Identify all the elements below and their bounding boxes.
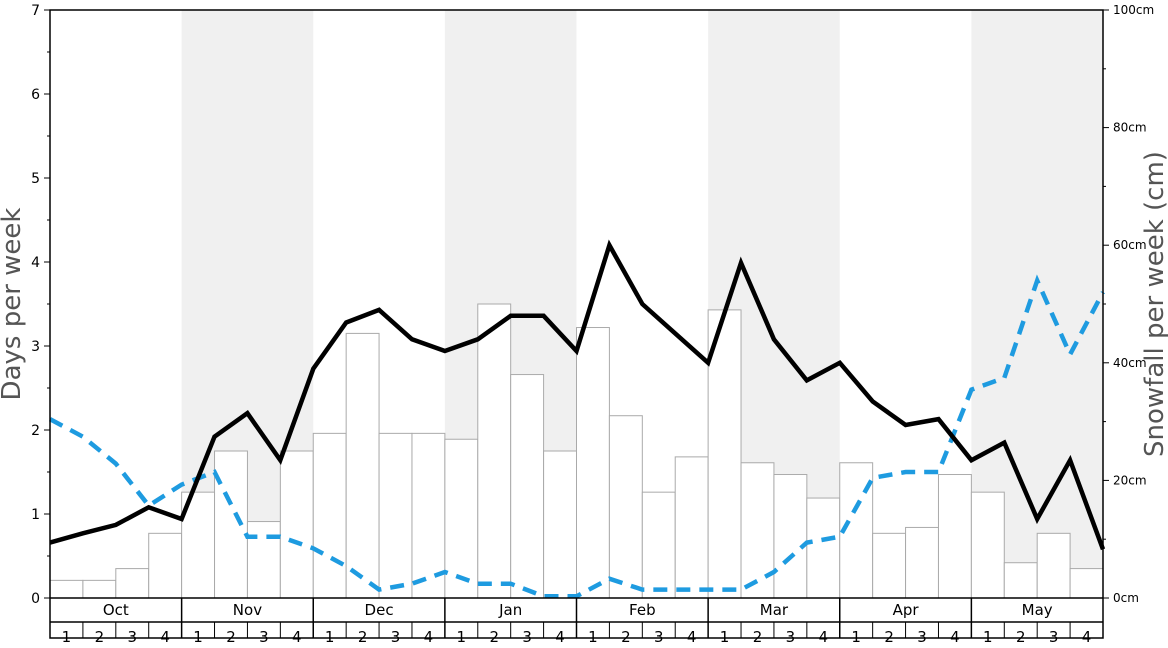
week-label: 4: [424, 628, 434, 646]
week-label: 2: [358, 628, 368, 646]
week-label: 3: [1049, 628, 1059, 646]
snowfall-bar: [312, 432, 347, 599]
week-label: 1: [983, 628, 993, 646]
month-label: Oct: [103, 601, 129, 619]
snowfall-bar: [1069, 568, 1104, 599]
month-label: Dec: [365, 601, 394, 619]
snowfall-bar: [1036, 532, 1071, 599]
snowfall-bar: [1003, 562, 1038, 599]
left-tick-label: 4: [31, 255, 40, 271]
left-tick-label: 2: [31, 423, 40, 439]
right-tick-label: 40cm: [1113, 356, 1147, 370]
left-tick-label: 0: [31, 591, 40, 607]
month-label: Nov: [233, 601, 262, 619]
snowfall-bar: [773, 474, 808, 599]
snowfall-bar: [444, 438, 479, 599]
week-label: 2: [621, 628, 631, 646]
snowfall-bar: [674, 456, 709, 599]
snowfall-bar: [82, 579, 117, 599]
week-label: 4: [687, 628, 697, 646]
week-label: 4: [950, 628, 960, 646]
week-label: 2: [489, 628, 499, 646]
month-label: Mar: [760, 601, 789, 619]
month-label: Jan: [498, 601, 522, 619]
week-label: 1: [62, 628, 72, 646]
week-label: 3: [917, 628, 927, 646]
left-tick-label: 3: [31, 339, 40, 355]
snowfall-bar: [806, 497, 841, 599]
right-tick-label: 60cm: [1113, 238, 1147, 252]
week-label: 4: [1082, 628, 1092, 646]
days-line: [49, 239, 1106, 551]
data-lines: [48, 239, 1106, 599]
snowfall-bar: [49, 579, 84, 599]
snowfall-bar: [707, 309, 742, 599]
week-label: 4: [292, 628, 302, 646]
snowfall-bar: [905, 526, 939, 599]
left-tick-label: 1: [31, 507, 40, 523]
week-label: 1: [588, 628, 598, 646]
right-tick-label: 0cm: [1113, 591, 1139, 605]
right-axis-title: Snowfall per week (cm): [1140, 151, 1168, 457]
week-label: 2: [1016, 628, 1026, 646]
snowfall-bar: [872, 532, 907, 599]
week-label: 2: [226, 628, 236, 646]
week-label: 3: [786, 628, 796, 646]
snowfall-bar: [378, 432, 413, 599]
snowfall-bar: [279, 450, 314, 599]
week-label: 1: [457, 628, 467, 646]
snowfall-bar: [115, 568, 150, 599]
week-label: 4: [555, 628, 565, 646]
right-tick-label: 20cm: [1113, 473, 1147, 487]
month-label: Feb: [629, 601, 656, 619]
snowfall-bar: [345, 332, 380, 599]
snowfall-bar: [970, 491, 1005, 599]
month-label: May: [1022, 601, 1053, 619]
week-label: 1: [851, 628, 861, 646]
week-label: 4: [160, 628, 170, 646]
snowfall-bar: [148, 532, 183, 599]
left-tick-label: 7: [31, 3, 40, 19]
left-tick-label: 6: [31, 87, 40, 103]
week-label: 3: [259, 628, 269, 646]
snow-line: [48, 274, 1105, 599]
x-axis: Oct 1 2 3 4 Nov 1 2 3 4 Dec 1 2 3 4 Jan 1 2 3 4 Feb 1 2 3 4 Mar 1 2…: [50, 597, 1103, 646]
snowfall-bar: [510, 374, 545, 599]
snowfall-bar: [477, 303, 512, 599]
snowfall-bar: [608, 415, 643, 599]
week-label: 2: [95, 628, 105, 646]
week-label: 3: [654, 628, 664, 646]
left-tick-label: 5: [31, 171, 40, 187]
snowfall-bar: [740, 462, 775, 599]
snowfall-bar: [576, 327, 610, 599]
week-label: 3: [127, 628, 137, 646]
week-label: 2: [753, 628, 763, 646]
week-label: 4: [819, 628, 829, 646]
snowfall-bar: [937, 474, 972, 599]
week-label: 1: [325, 628, 335, 646]
snowfall-bar: [641, 491, 676, 599]
week-label: 2: [884, 628, 894, 646]
week-label: 1: [720, 628, 730, 646]
week-label: 3: [522, 628, 532, 646]
right-tick-label: 100cm: [1113, 3, 1154, 17]
snowfall-bar: [411, 432, 446, 599]
right-axis: 0cm 20cm 40cm 60cm 80cm 100cm: [1103, 3, 1154, 605]
left-axis-title: Days per week: [0, 208, 27, 401]
left-axis: 0 1 2 3 4 5 6 7: [31, 3, 50, 607]
right-tick-label: 80cm: [1113, 121, 1147, 135]
snowfall-bar: [246, 521, 281, 599]
week-label: 3: [391, 628, 401, 646]
week-label: 1: [193, 628, 203, 646]
snowfall-bar: [543, 450, 577, 599]
month-label: Apr: [893, 601, 920, 619]
